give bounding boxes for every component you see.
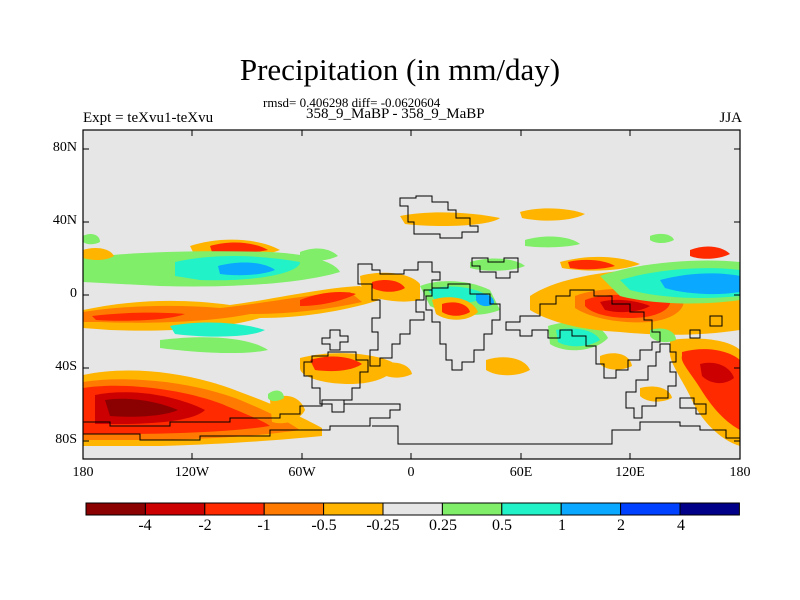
coast-australia — [625, 343, 677, 419]
contour-eafrica-green — [470, 258, 525, 271]
colorbar-label-3: -0.5 — [311, 517, 337, 534]
colorbar-label-5: 0.25 — [429, 517, 457, 534]
colorbar-swatch-0 — [85, 502, 146, 516]
contour-wp-blue — [660, 273, 740, 295]
colorbar-swatch-2 — [204, 502, 265, 516]
colorbar-label-9: 4 — [677, 517, 685, 534]
colorbar-label-4: -0.25 — [366, 517, 400, 534]
colorbar-swatch-8 — [560, 502, 622, 516]
coastlines — [83, 195, 740, 445]
contour-eafrica-orange — [400, 212, 500, 226]
lat-label-40n: 40N — [52, 213, 77, 228]
contour-tropical-pacific-red — [92, 312, 185, 321]
lat-label-80n: 80N — [52, 140, 77, 155]
stats-subtitle: rmsd= 0.406298 diff= -0.0620604 — [263, 95, 441, 110]
coast-asia — [505, 289, 661, 379]
colorbar-swatch-6 — [441, 502, 503, 516]
contour-io-orange2 — [600, 353, 632, 370]
contour-swp-darkred — [700, 362, 734, 384]
colorbar-label-7: 1 — [558, 517, 566, 534]
contour-nw-atl-orange — [83, 248, 114, 260]
coast-islands-indo — [689, 315, 723, 339]
contour-io-cyan — [556, 328, 600, 347]
contour-samerica-red — [310, 356, 362, 372]
colorbar-label-0: -4 — [138, 517, 152, 534]
lat-label-80s: 80S — [55, 432, 77, 447]
coast-europe — [471, 257, 519, 279]
coast-antarctic-pacific — [83, 399, 401, 441]
coast-central-america — [321, 329, 349, 351]
plot-title: Precipitation (in mm/day) — [239, 52, 561, 87]
season-label: JJA — [719, 110, 742, 126]
contour-africa-red — [442, 302, 470, 316]
colorbar-swatch-9 — [620, 502, 681, 516]
contour-south-pacific-maroon — [105, 398, 178, 417]
colorbar-swatch-7 — [501, 502, 562, 516]
contour-npac-red2 — [690, 246, 730, 259]
period-label: 358_9_MaBP - 358_9_MaBP — [306, 106, 485, 122]
colorbar-label-2: -1 — [257, 517, 271, 534]
lon-label-0: 0 — [407, 465, 415, 480]
colorbar-swatch-5 — [382, 502, 443, 516]
colorbar-swatch-10 — [679, 502, 740, 516]
contour-io-orange — [486, 357, 530, 376]
coast-nz — [679, 397, 707, 415]
lat-label-40s: 40S — [55, 359, 77, 374]
contour-tropical-cyan — [170, 322, 265, 337]
axis-ticks — [83, 130, 740, 459]
lon-label-180e: 180 — [729, 465, 751, 480]
contour-so-orange — [270, 395, 305, 424]
anomaly-contours — [83, 208, 740, 446]
contour-itcz-blue — [218, 262, 275, 276]
colorbar-swatch-1 — [144, 502, 206, 516]
coast-antarctica — [372, 421, 740, 445]
lon-label-60e: 60E — [509, 465, 533, 480]
contour-tropical-red-east — [300, 292, 356, 306]
contour-so-green — [268, 390, 284, 401]
experiment-label: Expt = teXvu1-teXvu — [83, 110, 214, 126]
coast-africa — [425, 283, 501, 371]
contour-mideast-orange — [520, 208, 585, 221]
colorbar-label-8: 2 — [617, 517, 625, 534]
contour-satl-orange — [380, 362, 412, 378]
coast-n-america — [357, 261, 441, 367]
colorbar-swatch-3 — [263, 502, 325, 516]
contour-tropical-green — [160, 337, 268, 354]
coast-greenland — [399, 195, 479, 239]
lon-label-120e: 120E — [615, 465, 645, 480]
lat-label-eq: 0 — [70, 286, 77, 301]
contour-itcz-red — [210, 242, 268, 254]
colorbar-swatch-4 — [323, 502, 384, 516]
contour-nw-atl-green — [83, 234, 100, 245]
contour-nw-green — [300, 248, 338, 261]
contour-npac-red — [568, 259, 615, 270]
contour-atlantic-red — [372, 280, 405, 292]
lon-label-120w: 120W — [174, 465, 210, 480]
colorbar-label-1: -2 — [198, 517, 212, 534]
colorbar — [85, 502, 740, 516]
contour-npac-green — [650, 233, 674, 243]
lon-label-60w: 60W — [288, 465, 316, 480]
contour-sahara-green — [525, 236, 580, 248]
lon-label-180w: 180 — [72, 465, 94, 480]
colorbar-label-6: 0.5 — [492, 517, 512, 534]
